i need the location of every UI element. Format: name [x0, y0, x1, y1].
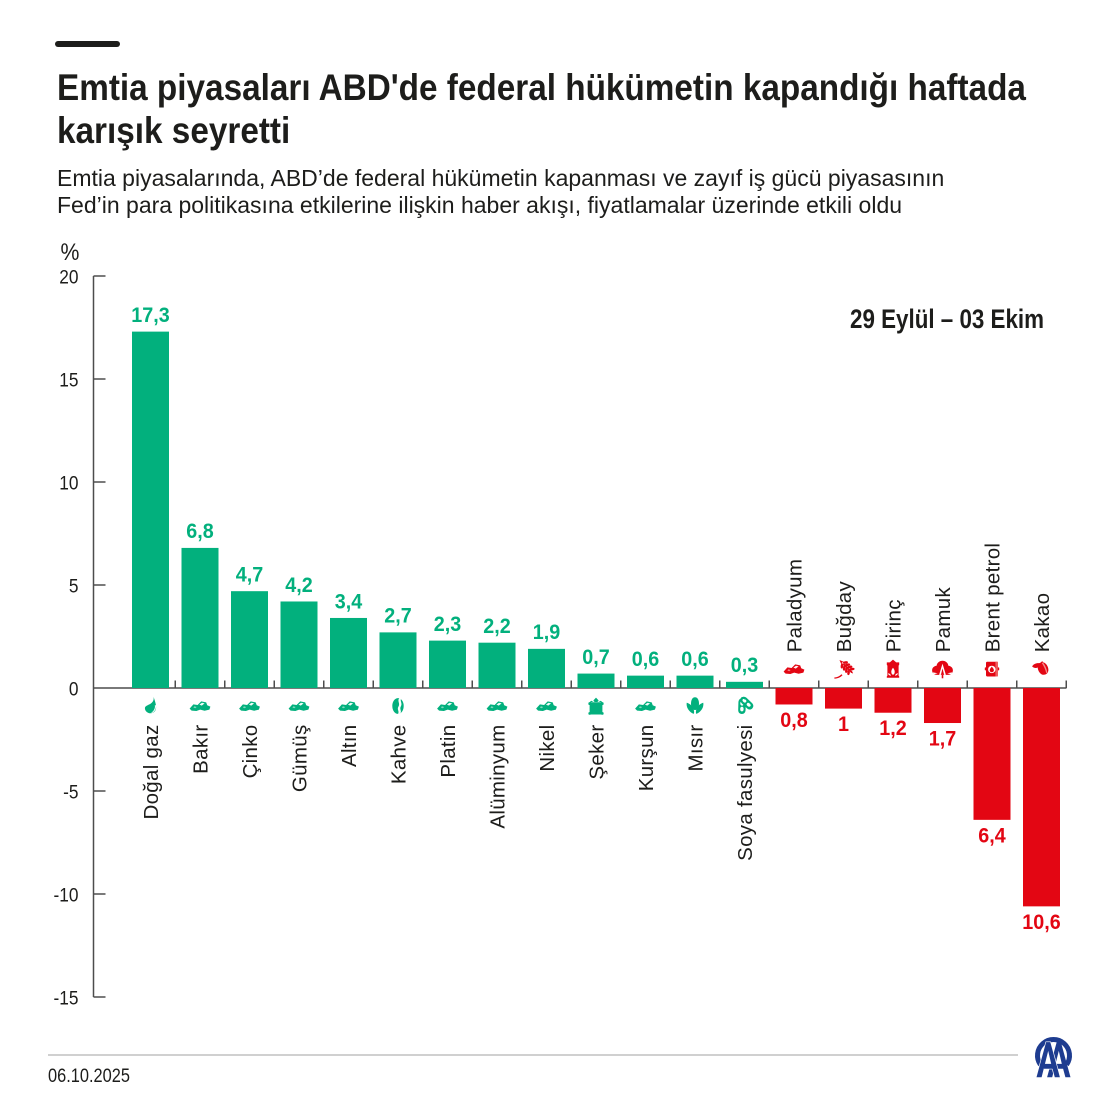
- svg-text:Kakao: Kakao: [1031, 593, 1054, 653]
- svg-text:Kurşun: Kurşun: [635, 725, 658, 792]
- svg-text:1: 1: [838, 714, 849, 737]
- svg-text:2,2: 2,2: [483, 615, 510, 638]
- svg-text:6,8: 6,8: [186, 521, 213, 544]
- svg-text:0,3: 0,3: [731, 655, 758, 678]
- svg-text:Buğday: Buğday: [833, 581, 856, 653]
- svg-text:Pamuk: Pamuk: [932, 587, 955, 653]
- svg-text:5: 5: [69, 574, 79, 596]
- svg-text:0,8: 0,8: [780, 709, 807, 732]
- svg-text:0,7: 0,7: [582, 646, 609, 669]
- svg-text:17,3: 17,3: [131, 304, 169, 327]
- svg-text:-5: -5: [63, 780, 78, 802]
- svg-text:Mısır: Mısır: [684, 725, 707, 772]
- svg-text:Platin: Platin: [437, 725, 460, 778]
- svg-text:06.10.2025: 06.10.2025: [48, 1065, 130, 1087]
- svg-text:Doğal gaz: Doğal gaz: [140, 725, 163, 820]
- svg-text:0: 0: [69, 677, 79, 699]
- svg-text:Çinko: Çinko: [239, 725, 262, 779]
- svg-text:2,3: 2,3: [434, 613, 461, 636]
- svg-text:Altın: Altın: [338, 725, 361, 768]
- svg-text:Şeker: Şeker: [585, 725, 608, 780]
- svg-text:2,7: 2,7: [384, 605, 411, 628]
- svg-text:0,6: 0,6: [632, 648, 659, 671]
- svg-text:Kahve: Kahve: [387, 725, 410, 785]
- svg-text:Paladyum: Paladyum: [783, 559, 806, 653]
- svg-text:4,2: 4,2: [285, 574, 312, 597]
- svg-text:0,6: 0,6: [681, 648, 708, 671]
- svg-text:3,4: 3,4: [335, 591, 363, 614]
- svg-text:1,9: 1,9: [533, 622, 560, 645]
- svg-text:15: 15: [59, 368, 78, 390]
- svg-text:-15: -15: [54, 986, 79, 1008]
- svg-text:Bakır: Bakır: [189, 725, 212, 774]
- svg-text:Gümüş: Gümüş: [288, 725, 311, 793]
- svg-text:-10: -10: [54, 883, 79, 905]
- svg-text:6,4: 6,4: [978, 825, 1006, 848]
- svg-text:Alüminyum: Alüminyum: [486, 725, 509, 829]
- svg-text:10,6: 10,6: [1022, 911, 1060, 934]
- svg-text:Soya fasulyesi: Soya fasulyesi: [734, 725, 757, 861]
- svg-text:Nikel: Nikel: [536, 725, 559, 772]
- svg-text:%: %: [61, 238, 80, 266]
- svg-text:Brent petrol: Brent petrol: [981, 543, 1004, 653]
- svg-text:Pirinç: Pirinç: [882, 599, 905, 652]
- svg-text:20: 20: [59, 265, 78, 287]
- svg-text:10: 10: [59, 471, 78, 493]
- svg-text:29 Eylül – 03 Ekim: 29 Eylül – 03 Ekim: [850, 305, 1044, 334]
- svg-text:4,7: 4,7: [236, 564, 263, 587]
- svg-text:1,2: 1,2: [879, 718, 906, 741]
- svg-text:1,7: 1,7: [929, 728, 956, 751]
